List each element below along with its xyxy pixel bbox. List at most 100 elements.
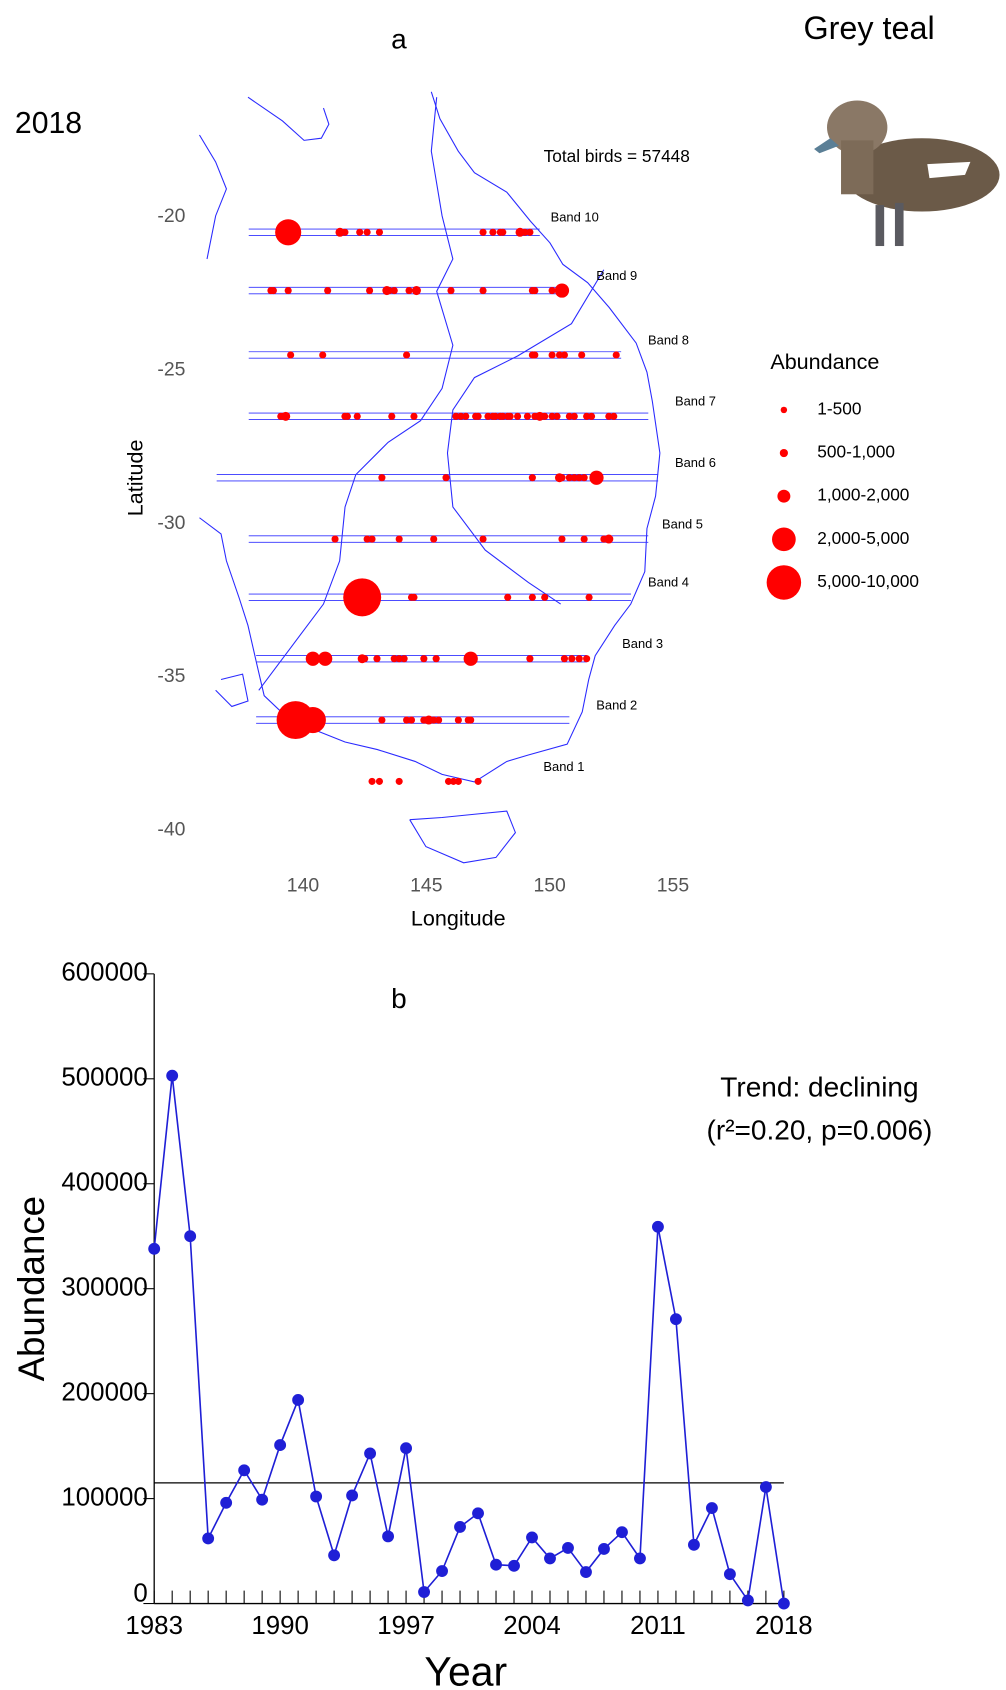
band-label: Band 8	[648, 332, 689, 347]
site-marker	[388, 412, 396, 420]
site-marker	[523, 412, 531, 420]
y-tick-label: 600000	[61, 959, 147, 987]
site-marker	[479, 535, 487, 543]
site-marker	[528, 593, 536, 601]
band-label: Band 2	[596, 697, 637, 712]
site-marker	[528, 474, 536, 482]
site-marker	[548, 351, 556, 359]
site-marker	[583, 412, 591, 420]
coastline	[199, 91, 661, 864]
site-marker	[560, 351, 568, 359]
site-marker	[368, 535, 376, 543]
site-marker	[583, 655, 591, 663]
y-tick-label: 200000	[61, 1378, 147, 1406]
site-marker	[366, 287, 374, 295]
band-label: Band 1	[543, 759, 584, 774]
year-label: 2018	[15, 107, 82, 140]
site-marker	[504, 593, 512, 601]
data-point	[400, 1442, 412, 1455]
legend-label: 1-500	[817, 398, 861, 418]
site-marker	[575, 474, 583, 482]
data-point	[652, 1220, 664, 1233]
x-tick-label: 2011	[630, 1612, 686, 1640]
band-label: Band 7	[675, 394, 716, 409]
site-marker	[570, 412, 578, 420]
site-marker	[506, 412, 514, 420]
x-axis-label: Year	[424, 1649, 507, 1690]
site-marker	[432, 655, 440, 663]
data-point	[472, 1507, 484, 1520]
legend-marker	[779, 448, 788, 458]
site-marker	[276, 701, 315, 740]
site-marker	[357, 654, 367, 664]
x-tick-label: 140	[287, 875, 320, 897]
site-marker	[484, 412, 492, 420]
site-marker	[554, 473, 565, 483]
site-marker	[526, 228, 534, 236]
site-marker	[565, 474, 573, 482]
data-point	[705, 1502, 718, 1514]
duck	[814, 100, 1000, 247]
site-marker	[449, 777, 457, 785]
site-marker	[588, 412, 596, 420]
site-marker	[284, 287, 292, 295]
legend-label: 1,000-2,000	[817, 485, 909, 505]
site-marker	[363, 535, 371, 543]
site-marker	[395, 777, 403, 785]
y-tick-label: 500000	[61, 1064, 147, 1092]
y-tick-label: -30	[157, 512, 185, 534]
band-label: Band 10	[551, 210, 599, 225]
data-point	[382, 1530, 395, 1543]
site-marker	[275, 219, 302, 246]
chart-title: Grey teal	[803, 10, 934, 46]
y-tick-label: 0	[133, 1580, 147, 1608]
site-marker	[319, 351, 327, 359]
data-point	[418, 1586, 430, 1598]
site-marker	[407, 716, 416, 724]
y-tick-label: 400000	[61, 1169, 147, 1197]
site-marker	[474, 777, 482, 785]
data-point	[580, 1566, 592, 1578]
data-point	[364, 1447, 377, 1460]
data-point	[310, 1490, 323, 1503]
panel-label: b	[391, 983, 407, 1014]
data-point	[562, 1541, 574, 1554]
data-point	[220, 1496, 233, 1509]
y-tick-label: 300000	[61, 1274, 147, 1302]
site-marker	[531, 351, 539, 359]
site-marker	[363, 228, 371, 236]
data-point	[490, 1558, 502, 1571]
data-point	[634, 1552, 646, 1565]
data-point	[759, 1481, 772, 1493]
site-marker	[457, 412, 465, 420]
data-point	[202, 1532, 215, 1545]
data-point	[526, 1531, 538, 1544]
site-marker	[514, 412, 522, 420]
data-point	[328, 1549, 341, 1562]
site-marker	[585, 593, 593, 601]
site-marker	[578, 351, 586, 359]
site-marker	[555, 351, 564, 359]
data-point	[741, 1594, 754, 1607]
data-point	[544, 1552, 556, 1565]
band-label: Band 9	[596, 268, 637, 283]
site-marker	[515, 227, 525, 237]
x-tick-label: 2018	[755, 1612, 813, 1640]
data-point	[598, 1543, 610, 1555]
site-marker	[548, 287, 556, 295]
site-marker	[560, 655, 568, 663]
data-point	[148, 1242, 161, 1255]
site-marker	[390, 655, 398, 663]
site-marker	[452, 412, 460, 420]
site-marker	[382, 286, 392, 296]
x-axis-label: Longitude	[411, 906, 506, 931]
legend-label: 500-1,000	[817, 442, 895, 462]
site-marker	[565, 412, 573, 420]
site-marker	[454, 716, 462, 724]
legend-marker	[766, 565, 802, 600]
panel-label: a	[391, 24, 407, 55]
total-annotation: Total birds = 57448	[544, 146, 690, 166]
site-marker	[554, 283, 570, 298]
site-marker	[526, 655, 534, 663]
